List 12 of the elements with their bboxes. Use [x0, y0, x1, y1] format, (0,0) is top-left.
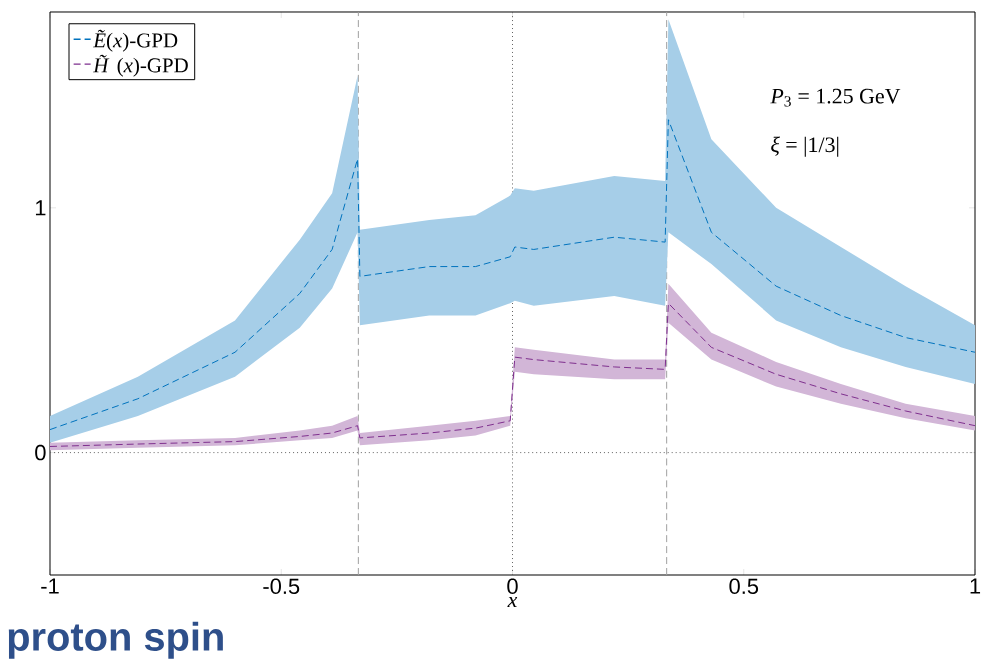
legend-label: H̃(x)-GPD: [93, 54, 188, 77]
x-axis-title: x: [507, 596, 518, 607]
x-tick-label: 0.5: [729, 578, 759, 595]
legend-label: Ẽ(x)-GPD: [93, 29, 178, 52]
x-tick-label: -1: [41, 578, 59, 594]
annotation: P$_{3}$ = 1.25 GeV: [770, 88, 901, 107]
text: proton spin: [8, 621, 223, 659]
x-tick-label: -0.5: [263, 578, 300, 595]
line-series: [50, 119, 976, 431]
annotation: ξ = |1/3|: [771, 136, 839, 157]
x-tick-label: 1: [970, 578, 981, 594]
x-tick-label: 0: [507, 578, 518, 595]
